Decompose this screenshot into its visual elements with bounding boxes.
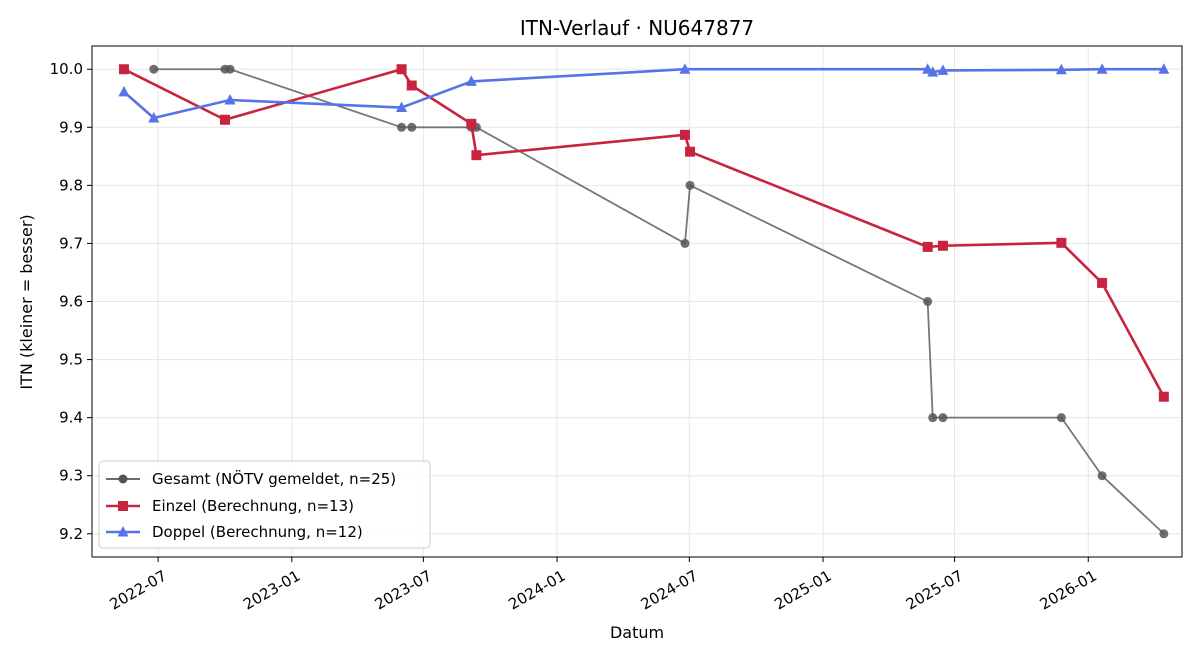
data-point [1097, 471, 1107, 481]
y-tick-label: 9.2 [59, 525, 83, 543]
data-point [927, 66, 939, 77]
series-line [123, 67, 1164, 120]
legend-marker [118, 474, 128, 484]
data-point [396, 101, 408, 113]
x-tick-label: 2024-01 [505, 567, 568, 614]
x-tick-label: 2023-07 [372, 567, 435, 614]
y-tick-label: 9.7 [59, 234, 83, 252]
x-tick-label: 2025-01 [771, 567, 834, 614]
data-point [680, 238, 690, 248]
series-layer [118, 63, 1170, 539]
data-point [923, 297, 933, 306]
legend-label: Doppel (Berechnung, n=12) [152, 523, 363, 541]
series-doppel [118, 63, 1170, 123]
data-point [1056, 413, 1066, 423]
data-point [937, 64, 949, 75]
data-point [928, 413, 938, 423]
data-point [922, 241, 933, 252]
data-point [1097, 277, 1108, 288]
series-gesamt [149, 64, 1169, 539]
x-tick-label: 2026-01 [1037, 567, 1100, 614]
legend: Gesamt (NÖTV gemeldet, n=25) Einzel (Bere… [98, 460, 431, 549]
y-axis-label: ITN (kleiner = besser) [17, 214, 36, 389]
y-tick-label: 9.6 [59, 293, 83, 311]
data-point [1158, 391, 1169, 402]
y-tick-label: 9.8 [59, 176, 83, 194]
series-line [123, 67, 1165, 398]
legend-marker [117, 526, 129, 537]
y-tick-label: 9.4 [59, 409, 83, 427]
data-point [407, 122, 417, 132]
data-point [937, 240, 948, 251]
data-point [149, 64, 159, 74]
data-point [1096, 63, 1108, 74]
x-axis-label: Datum [610, 623, 664, 642]
data-point [679, 129, 690, 140]
data-point [685, 180, 695, 190]
data-point [685, 146, 696, 157]
data-point [224, 94, 236, 105]
data-point [1055, 63, 1067, 75]
legend-box [98, 460, 431, 549]
y-tick-label: 9.5 [59, 351, 83, 369]
data-point [679, 63, 691, 74]
x-tick-label: 2022-07 [106, 567, 169, 614]
data-point [465, 75, 477, 86]
data-point [118, 85, 130, 97]
data-point [219, 114, 230, 125]
x-tick-label: 2023-01 [240, 567, 303, 614]
data-point [1158, 63, 1170, 74]
y-tick-label: 9.9 [59, 118, 83, 136]
data-point [466, 118, 477, 129]
data-point [1056, 237, 1067, 248]
data-point [397, 122, 407, 132]
legend-label: Einzel (Berechnung, n=13) [152, 497, 354, 515]
y-tick-label: 9.3 [59, 467, 83, 485]
series-einzel [118, 64, 1169, 402]
legend-label: Gesamt (NÖTV gemeldet, n=25) [152, 469, 396, 488]
y-axis: 9.2 9.3 9.4 9.5 9.6 9.7 9.8 9.9 10.0 [50, 60, 92, 543]
y-tick-label: 10.0 [50, 60, 83, 78]
legend-marker [118, 501, 128, 511]
data-point [118, 64, 129, 75]
x-axis: 2022-07 2023-01 2023-07 2024-01 2024-07 2025-… [106, 557, 1100, 614]
data-point [471, 150, 482, 161]
data-point [1159, 529, 1169, 539]
x-tick-label: 2025-07 [903, 567, 966, 614]
data-point [225, 64, 235, 74]
x-tick-label: 2024-07 [638, 567, 701, 614]
data-point [396, 64, 407, 75]
data-point [406, 80, 417, 91]
data-point [938, 413, 948, 423]
data-point [148, 112, 160, 123]
chart-title: ITN-Verlauf · NU647877 [520, 16, 754, 40]
